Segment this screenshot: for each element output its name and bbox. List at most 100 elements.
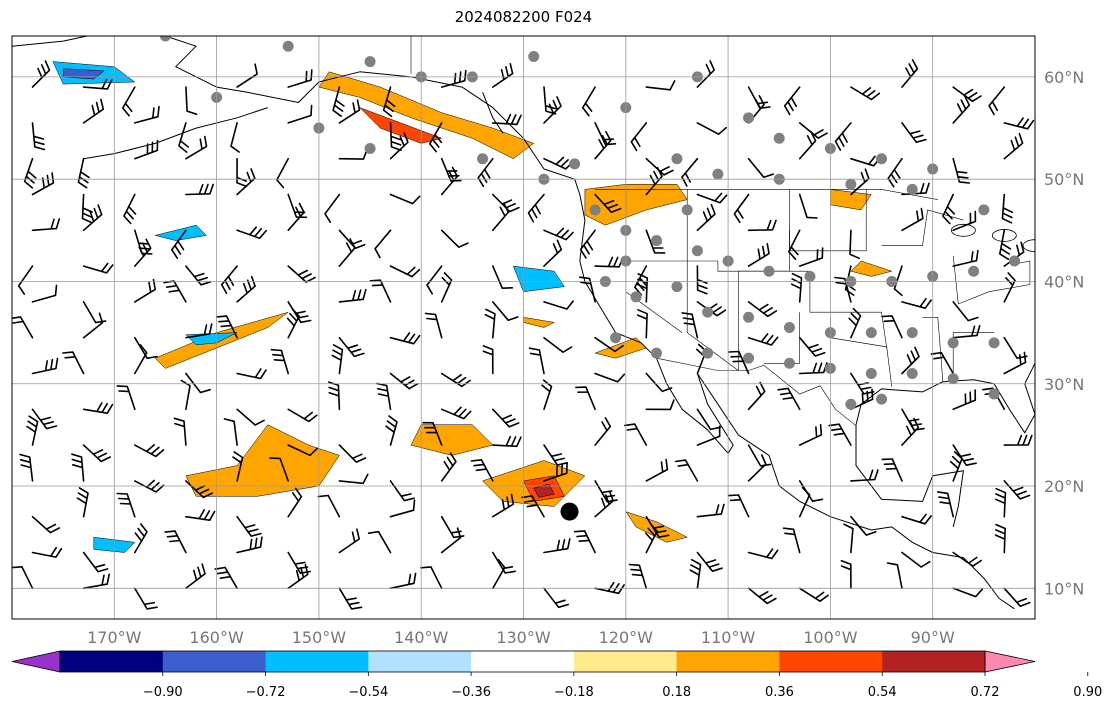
wind-barb: [798, 362, 828, 375]
wind-barb: [269, 457, 289, 482]
wind-barb: [82, 204, 103, 232]
political-border: [952, 255, 1031, 305]
wind-barb: [645, 229, 666, 254]
station-dot: [1009, 255, 1021, 267]
wind-barb: [901, 346, 920, 375]
wind-barb: [952, 301, 979, 322]
colorbar-tick-label: 0.90: [1073, 685, 1102, 700]
station-dot: [947, 337, 959, 349]
station-dot: [906, 327, 918, 339]
wind-barb: [696, 122, 727, 135]
wind-barb: [116, 385, 136, 411]
longitude-label: 120°W: [599, 628, 654, 647]
wind-barb: [492, 551, 516, 574]
station-dot: [702, 347, 714, 359]
wind-barb: [185, 265, 212, 286]
wind-barb: [645, 458, 669, 482]
political-border: [625, 189, 887, 349]
wind-barb: [747, 454, 767, 482]
wind-barb: [995, 487, 1007, 518]
wind-barb: [594, 480, 618, 503]
station-dot: [876, 153, 888, 165]
colorbar-tick-label: 0.36: [765, 685, 794, 700]
wind-barb: [134, 229, 153, 255]
map-content: [12, 36, 1035, 619]
station-dot: [865, 327, 877, 339]
wind-barb: [840, 559, 852, 590]
wind-barb: [634, 265, 648, 296]
wind-barb: [543, 444, 568, 466]
wind-barb: [543, 227, 574, 241]
colorbar-tick-label: 0.54: [868, 685, 897, 700]
wind-barb: [134, 278, 156, 303]
wind-barb: [236, 408, 265, 426]
wind-barb: [543, 336, 573, 353]
wind-barb: [937, 491, 954, 518]
wind-barb: [747, 86, 771, 109]
political-border: [686, 189, 790, 372]
wind-barb: [727, 494, 750, 518]
wind-barb: [798, 480, 824, 502]
longitude-label: 110°W: [701, 628, 756, 647]
wind-barb: [994, 523, 1006, 554]
wind-barb: [12, 566, 34, 590]
wind-barb: [389, 372, 419, 390]
wind-barb: [594, 417, 612, 446]
station-dot: [978, 204, 990, 216]
wind-barb: [582, 86, 596, 117]
wind-barb: [843, 523, 854, 554]
wind-barb: [492, 113, 522, 126]
wind-barb: [543, 538, 571, 554]
great-lake: [1022, 239, 1035, 253]
wind-barb: [180, 379, 191, 411]
wind-barb: [163, 280, 187, 303]
wind-barb: [543, 86, 557, 115]
colorbar: −0.90 −0.72 −0.54 −0.36 −0.18 0.18 0.36 0.54 0.7…: [11, 650, 1102, 700]
wind-barb: [747, 587, 777, 605]
wind-barb: [31, 218, 61, 232]
political-border: [595, 189, 938, 200]
wind-barb: [728, 350, 750, 375]
wind-barb: [173, 417, 187, 446]
wind-barb: [492, 493, 515, 518]
wind-barb: [573, 530, 596, 554]
wind-barb: [492, 265, 514, 289]
wind-barb: [123, 193, 137, 225]
station-dot: [650, 347, 662, 359]
wind-barb: [440, 515, 465, 539]
wind-barb: [1003, 587, 1031, 607]
wind-barb: [236, 63, 258, 88]
latitude-label: 10°N: [1044, 579, 1084, 598]
wind-barb: [185, 86, 198, 116]
station-dot: [712, 168, 724, 180]
colorbar-extend-low: [11, 650, 61, 673]
wind-barb: [834, 122, 852, 151]
wind-barb: [636, 309, 648, 339]
wind-barb: [440, 157, 462, 182]
station-dot: [589, 204, 601, 216]
wind-barb: [31, 284, 58, 303]
wind-barb: [287, 408, 318, 423]
shaded-region: [850, 260, 893, 277]
political-border: [881, 209, 964, 246]
wind-barb: [578, 276, 596, 303]
station-dot: [702, 306, 714, 318]
station-dot: [783, 322, 795, 333]
colorbar-segment: [265, 651, 369, 672]
wind-barb: [645, 372, 673, 393]
wind-barb: [287, 487, 303, 518]
wind-barb: [287, 444, 318, 457]
wind-barb: [594, 193, 622, 213]
station-dot: [691, 245, 703, 257]
latitude-label: 50°N: [1044, 170, 1084, 189]
political-border: [952, 332, 995, 379]
wind-barb: [696, 551, 723, 572]
colorbar-segment: [779, 651, 883, 672]
wind-barb: [543, 96, 562, 124]
wind-barb: [492, 408, 520, 428]
wind-barb: [426, 265, 443, 295]
wind-barb: [999, 229, 1012, 260]
wind-barb: [376, 382, 392, 411]
station-dot: [773, 132, 785, 144]
wind-barb: [82, 98, 105, 124]
